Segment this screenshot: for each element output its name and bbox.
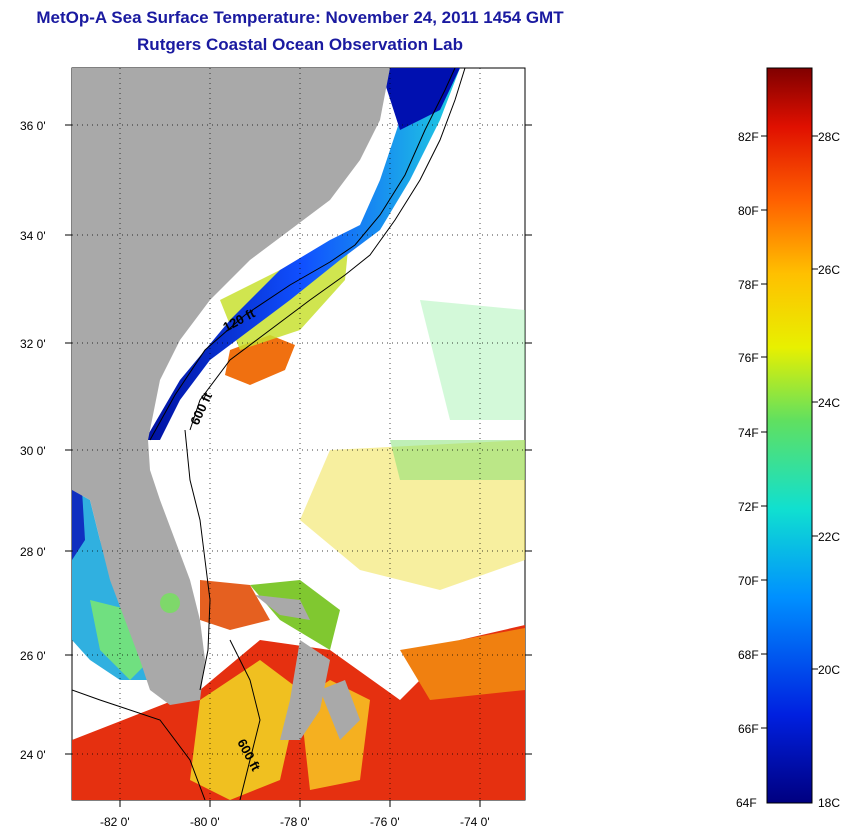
map-content — [72, 68, 525, 800]
lat-label-24: 24 0' — [20, 748, 46, 762]
eleuthera-island — [320, 680, 360, 740]
cb-f-74: 74F — [738, 426, 759, 440]
lon-label-76: -76 0' — [370, 815, 400, 829]
cold-north-coast — [380, 68, 460, 130]
orange-patch — [200, 580, 270, 630]
cb-c-26: 26C — [818, 263, 840, 277]
cb-f-64: 64F — [736, 796, 757, 810]
gulf-cold-patch — [72, 490, 85, 560]
lon-label-74: -74 0' — [460, 815, 490, 829]
cb-c-18: 18C — [818, 796, 840, 810]
graticule — [72, 68, 525, 800]
andros-island — [280, 640, 330, 740]
cb-c-22: 22C — [818, 530, 840, 544]
map-subtitle: Rutgers Coastal Ocean Observation Lab — [137, 35, 463, 54]
lat-label-34: 34 0' — [20, 229, 46, 243]
us-mainland — [72, 68, 390, 705]
lat-label-30: 30 0' — [20, 444, 46, 458]
map-tick-marks — [65, 124, 532, 807]
cb-f-78: 78F — [738, 278, 759, 292]
contour-120ft — [149, 68, 456, 441]
lon-label-82: -82 0' — [100, 815, 130, 829]
lon-label-80: -80 0' — [190, 815, 220, 829]
temperature-colorbar — [766, 67, 813, 804]
map-title: MetOp-A Sea Surface Temperature: Novembe… — [36, 8, 564, 27]
contour-600ft — [189, 68, 466, 431]
bahamas-bank-warm — [190, 660, 300, 800]
cb-c-28: 28C — [818, 130, 840, 144]
contour-gulf-shelf — [72, 689, 206, 800]
gulf-green-patch — [90, 600, 150, 680]
lake-okeechobee — [160, 593, 180, 613]
lat-label-36: 36 0' — [20, 119, 46, 133]
warm-patch-east — [400, 628, 525, 700]
cold-coastal-water — [145, 68, 460, 440]
cb-f-76: 76F — [738, 351, 759, 365]
colorbar-ticks — [761, 135, 818, 729]
cb-f-80: 80F — [738, 204, 759, 218]
mid-band-green — [390, 440, 525, 480]
cb-f-70: 70F — [738, 574, 759, 588]
cb-f-68: 68F — [738, 648, 759, 662]
contour-bahamas-600ft — [229, 639, 261, 800]
cb-c-24: 24C — [818, 396, 840, 410]
cb-f-66: 66F — [738, 722, 759, 736]
lon-label-78: -78 0' — [280, 815, 310, 829]
cb-f-72: 72F — [738, 500, 759, 514]
contour-florida-shelf — [184, 429, 211, 691]
cb-f-82: 82F — [738, 130, 759, 144]
lat-label-26: 26 0' — [20, 649, 46, 663]
grand-bahama-island — [255, 595, 310, 620]
cb-c-20: 20C — [818, 663, 840, 677]
lat-label-32: 32 0' — [20, 337, 46, 351]
lat-label-28: 28 0' — [20, 545, 46, 559]
northeast-green — [420, 300, 525, 420]
